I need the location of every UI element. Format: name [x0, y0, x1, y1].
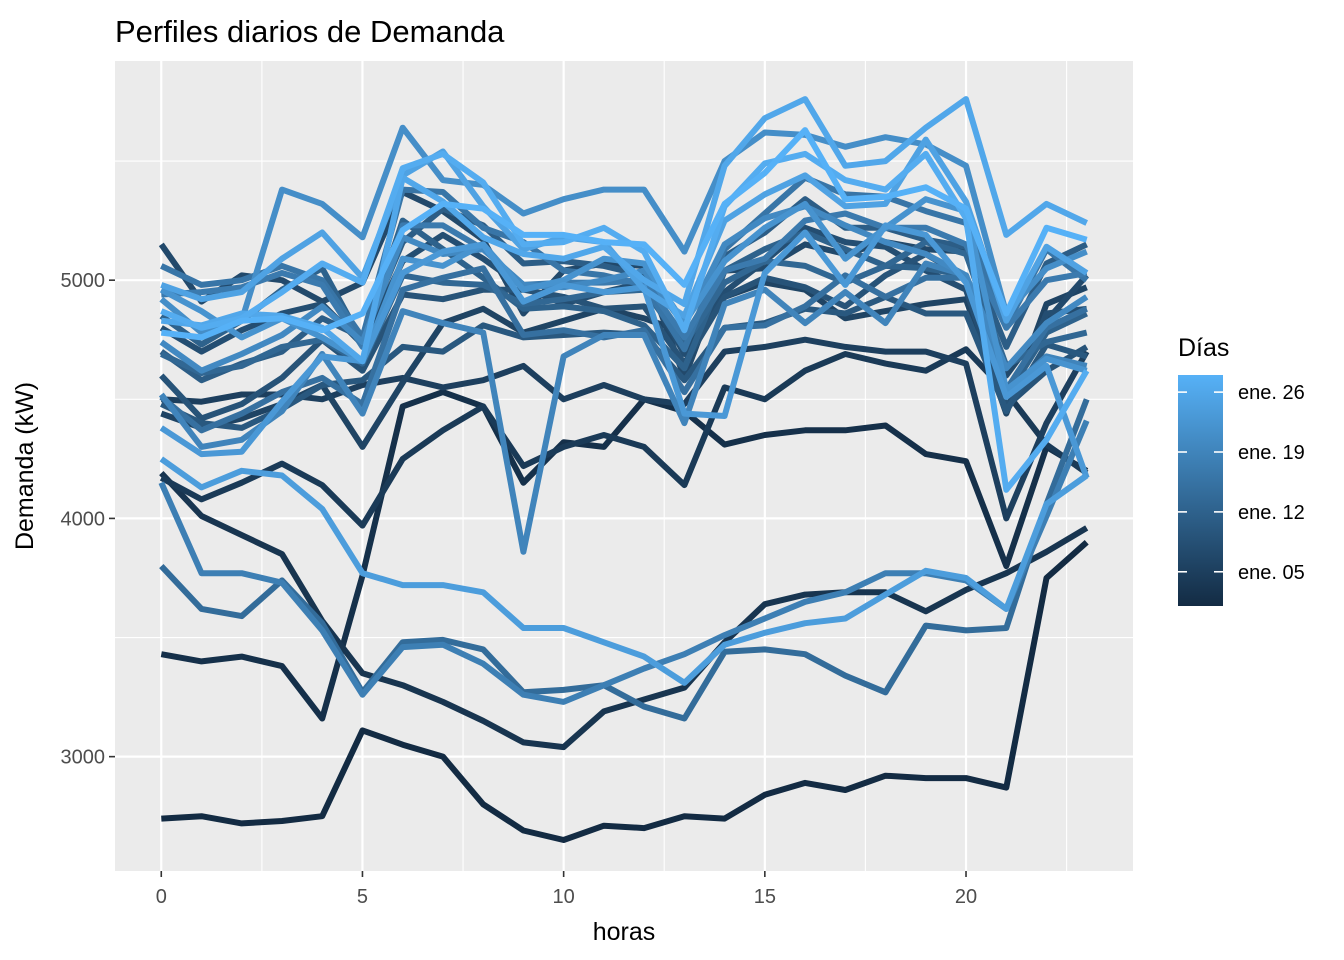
series-group: [158, 96, 1090, 843]
x-tick-label: 5: [357, 886, 368, 908]
y-tick-label: 3000: [61, 747, 106, 769]
x-tick-label: 0: [156, 886, 167, 908]
legend-ticks: ene. 26 ene. 19 ene. 12 ene. 05: [1178, 382, 1305, 584]
series-line-ene-14: [159, 398, 1090, 722]
y-tick-label: 4000: [61, 508, 106, 530]
series-line-ene-02: [160, 389, 1089, 722]
legend-label: ene. 05: [1238, 562, 1305, 584]
legend-label: ene. 12: [1238, 502, 1305, 524]
x-tick-label: 10: [553, 886, 575, 908]
series-line-ene-24: [159, 456, 1089, 686]
plot-panel: [115, 61, 1133, 871]
legend-colorbar: [1178, 375, 1223, 606]
y-axis: 3000 4000 5000: [61, 270, 115, 769]
x-tick-label: 15: [754, 886, 776, 908]
series-line-ene-27: [160, 150, 1090, 493]
x-axis: 0 5 10 15 20: [156, 871, 977, 908]
series-line-ene-28: [160, 127, 1088, 341]
series-line-ene-01: [161, 539, 1089, 843]
series-line-ene-17: [161, 210, 1088, 350]
legend-label: ene. 26: [1238, 382, 1305, 404]
legend-label: ene. 19: [1238, 442, 1305, 464]
legend-title: Días: [1178, 334, 1229, 362]
series-line-ene-20: [159, 203, 1089, 374]
series-line-ene-04: [159, 346, 1089, 529]
legend: Días ene. 26 ene. 19 ene. 12 ene. 05: [1178, 334, 1305, 606]
y-axis-title: Demanda (kW): [11, 382, 39, 550]
series-line-ene-05: [161, 336, 1090, 522]
chart-title: Perfiles diarios de Demanda: [115, 14, 505, 49]
series-line-ene-23: [159, 222, 1090, 479]
series-line-ene-03: [159, 471, 1089, 751]
x-tick-label: 20: [955, 886, 977, 908]
y-tick-label: 5000: [61, 270, 106, 292]
x-axis-title: horas: [593, 918, 656, 946]
